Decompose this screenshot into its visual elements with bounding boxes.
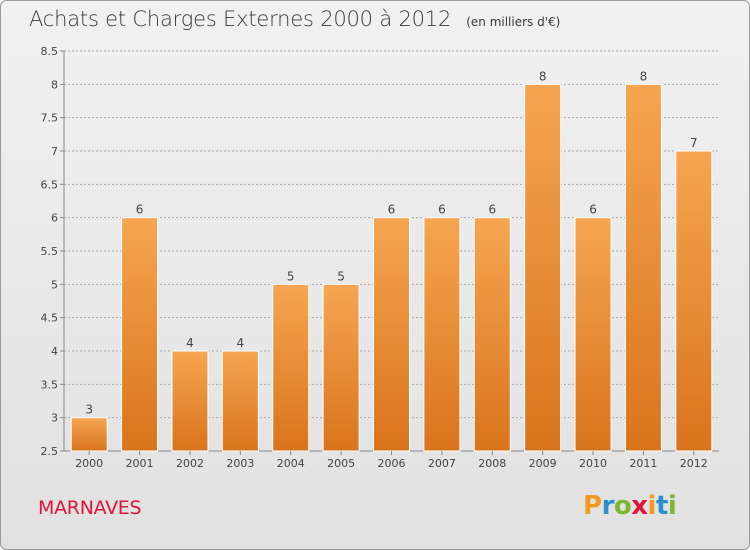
y-tick-label: 5 [51, 278, 58, 291]
x-tick-label: 2005 [327, 457, 355, 470]
chart-title: Achats et Charges Externes 2000 à 2012 [29, 7, 452, 31]
logo-letter: i [667, 491, 677, 521]
x-tick-label: 2009 [529, 457, 557, 470]
y-tick-label: 6.5 [41, 178, 59, 191]
data-label: 6 [488, 203, 496, 217]
y-tick-label: 8 [51, 78, 58, 91]
logo-letter: x [631, 491, 648, 521]
bar [121, 217, 159, 452]
data-label: 3 [85, 403, 93, 417]
bar [574, 217, 612, 452]
data-label: 6 [388, 203, 396, 217]
x-tick-label: 2008 [478, 457, 506, 470]
logo-letter: i [647, 491, 657, 521]
bar [373, 217, 410, 452]
y-tick-label: 6 [51, 212, 58, 225]
data-label: 8 [539, 69, 547, 83]
bar [322, 283, 360, 452]
logo-letter: r [601, 491, 615, 521]
logo-letter: P [583, 491, 602, 521]
x-tick-label: 2012 [680, 457, 708, 470]
y-tick-label: 7.5 [41, 112, 59, 125]
proxiti-logo: Proxiti [583, 491, 677, 521]
bar [675, 150, 713, 452]
data-label: 8 [640, 69, 648, 83]
data-label: 4 [237, 336, 245, 350]
y-tick-label: 3.5 [41, 378, 59, 391]
y-tick-label: 2.5 [41, 445, 59, 458]
bar [473, 217, 511, 452]
bar [624, 83, 662, 452]
y-tick-label: 7 [51, 145, 58, 158]
x-tick-label: 2000 [75, 457, 103, 470]
y-tick-label: 4.5 [41, 312, 59, 325]
chart-title-block: Achats et Charges Externes 2000 à 2012 (… [29, 7, 560, 31]
bar [70, 417, 108, 452]
bar [524, 83, 562, 452]
data-label: 5 [337, 269, 345, 283]
x-tick-label: 2006 [378, 457, 406, 470]
data-label: 6 [136, 203, 144, 217]
logo-letter: t [655, 491, 668, 521]
y-tick-label: 5.5 [41, 245, 59, 258]
bar [171, 350, 209, 452]
chart-unit: (en milliers d'€) [466, 15, 561, 29]
bar [272, 283, 310, 452]
data-label: 5 [287, 269, 295, 283]
x-tick-label: 2010 [579, 457, 607, 470]
data-label: 6 [589, 203, 597, 217]
x-tick-label: 2003 [226, 457, 254, 470]
bar [423, 217, 461, 452]
x-tick-label: 2007 [428, 457, 456, 470]
city-name: MARNAVES [38, 497, 142, 519]
bar [221, 350, 259, 452]
x-tick-label: 2011 [629, 457, 657, 470]
y-tick-label: 3 [51, 412, 58, 425]
x-tick-label: 2004 [277, 457, 305, 470]
data-label: 4 [186, 336, 194, 350]
data-label: 7 [690, 136, 698, 150]
data-label: 6 [438, 203, 446, 217]
x-tick-label: 2001 [126, 457, 154, 470]
x-tick-label: 2002 [176, 457, 204, 470]
y-tick-label: 4 [51, 345, 58, 358]
y-tick-label: 8.5 [41, 45, 59, 58]
logo-letter: o [613, 491, 632, 521]
